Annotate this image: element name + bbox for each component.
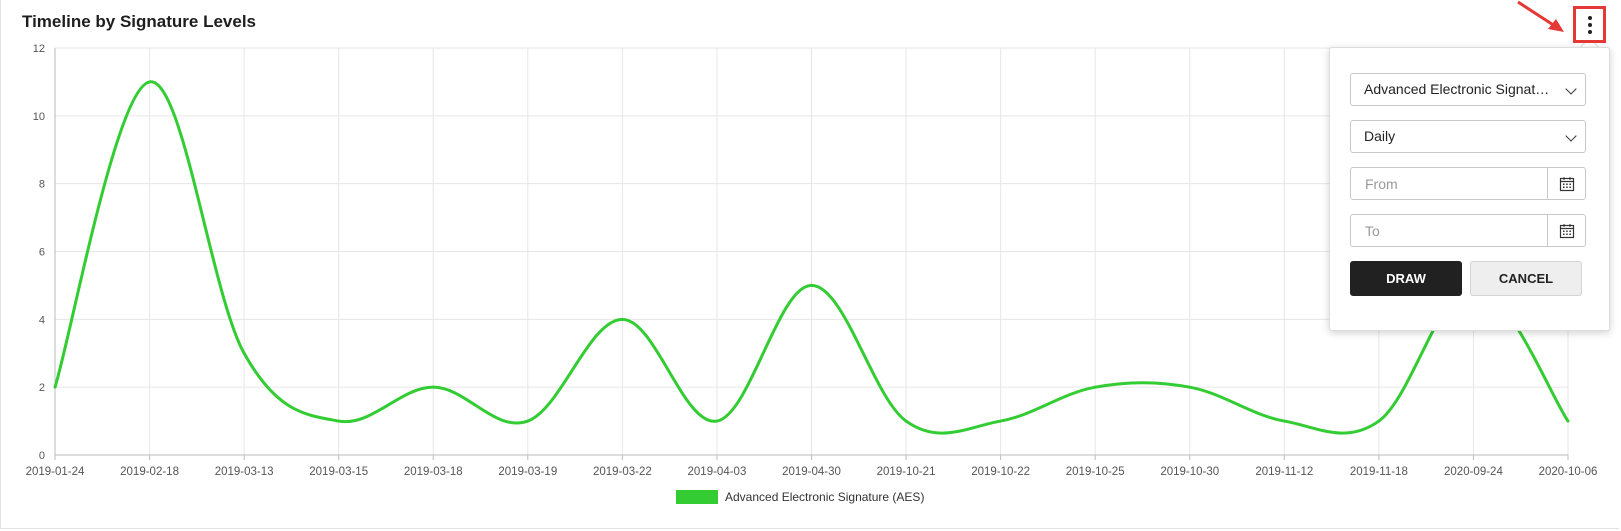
y-tick-label: 0 [39,450,45,462]
x-tick-label: 2019-02-18 [120,466,179,478]
x-tick-label: 2019-11-12 [1255,466,1313,478]
x-tick-label: 2019-10-30 [1160,466,1219,478]
y-tick-label: 4 [39,314,45,326]
x-tick-label: 2019-03-19 [498,466,557,478]
interval-select[interactable]: Daily [1350,120,1586,153]
data-point [1377,419,1381,423]
data-point [810,283,813,287]
chart-title: Timeline by Signature Levels [22,12,256,31]
legend: Advanced Electronic Signature (AES) [676,490,924,504]
more-options-button[interactable] [1573,6,1606,43]
interval-value: Daily [1364,128,1396,144]
y-tick-label: 12 [33,43,45,55]
x-tick-label: 2019-04-03 [688,466,747,478]
data-point [431,385,435,389]
x-tick-label: 2019-03-22 [593,466,652,478]
annotation-arrow [1517,0,1564,32]
cancel-button[interactable]: CANCEL [1470,261,1582,296]
y-axis-ticks: 0 2 4 6 8 10 12 [33,43,45,462]
y-tick-label: 2 [39,382,45,394]
data-point [1093,385,1097,389]
data-point [148,80,152,84]
signature-level-value: Advanced Electronic Signatur... [1364,81,1551,97]
x-tick-label: 2020-10-06 [1539,466,1598,478]
x-tick-label: 2020-09-24 [1444,466,1503,478]
data-point [1282,419,1286,423]
x-tick-label: 2019-03-13 [215,466,274,478]
x-tick-label: 2019-03-15 [309,466,368,478]
x-tick-label: 2019-04-30 [782,466,841,478]
calendar-icon[interactable] [1547,168,1585,199]
to-date-input[interactable] [1351,215,1547,246]
chart-options-panel: Advanced Electronic Signatur... Daily DR… [1329,47,1610,331]
legend-swatch [676,490,718,504]
data-point [53,385,57,389]
signature-level-select[interactable]: Advanced Electronic Signatur... [1350,73,1586,106]
x-tick-label: 2019-03-18 [404,466,463,478]
data-point [999,419,1003,423]
data-point [715,419,719,423]
to-date-field [1350,214,1586,247]
calendar-icon[interactable] [1547,215,1585,246]
data-point [1566,419,1570,423]
x-tick-label: 2019-10-22 [971,466,1030,478]
from-date-input[interactable] [1351,168,1547,199]
more-vertical-icon [1587,15,1592,34]
chevron-down-icon [1565,130,1577,142]
x-tick-label: 2019-11-18 [1350,466,1408,478]
data-point [904,419,908,423]
data-point [1188,385,1192,389]
x-tick-label: 2019-10-25 [1066,466,1125,478]
data-point [620,317,624,321]
x-axis-ticks: 2019-01-24 2019-02-18 2019-03-13 2019-03-15… [26,466,1598,478]
legend-label: Advanced Electronic Signature (AES) [725,490,924,504]
data-point [242,351,246,355]
y-tick-label: 6 [39,247,45,259]
x-tick-label: 2019-01-24 [26,466,85,478]
from-date-field [1350,167,1586,200]
y-tick-label: 10 [33,111,45,123]
draw-button[interactable]: DRAW [1350,261,1462,296]
x-tick-label: 2019-10-21 [877,466,936,478]
y-tick-label: 8 [39,179,45,191]
data-point [526,419,530,423]
chevron-down-icon [1565,83,1577,95]
data-point [337,419,341,423]
series-lines [53,80,1570,435]
